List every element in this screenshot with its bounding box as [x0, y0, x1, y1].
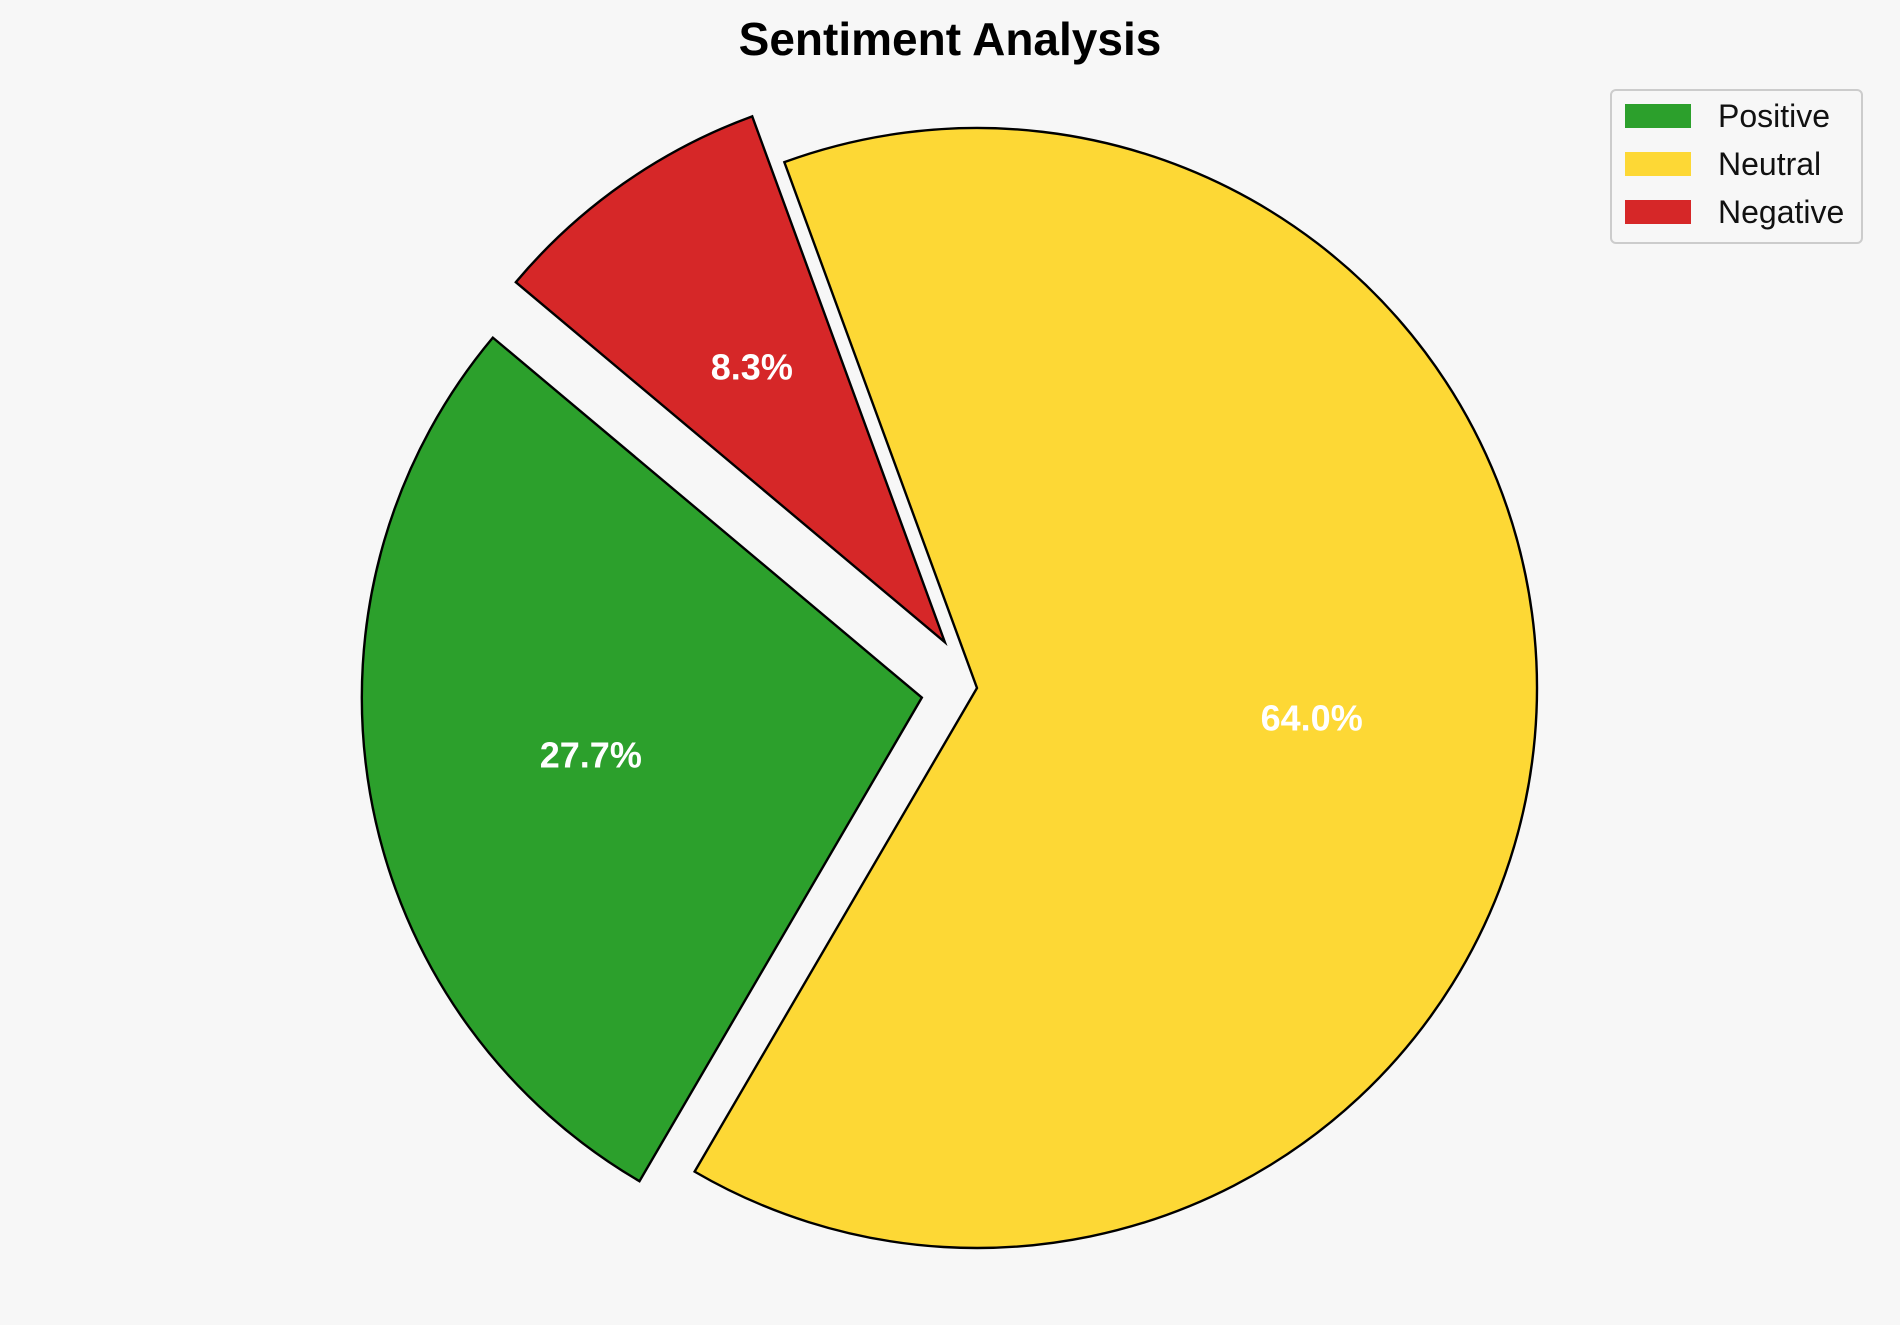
legend-label-positive: Positive — [1718, 98, 1830, 134]
legend-label-negative: Negative — [1718, 194, 1844, 230]
pie-slices — [360, 114, 1539, 1250]
legend-swatch-neutral — [1625, 152, 1691, 176]
pie-slice-positive — [360, 335, 924, 1183]
slice-label-negative: 8.3% — [711, 347, 793, 388]
legend-swatch-positive — [1625, 104, 1691, 128]
chart-title: Sentiment Analysis — [739, 13, 1162, 65]
slice-label-positive: 27.7% — [540, 735, 642, 776]
legend-label-neutral: Neutral — [1718, 146, 1821, 182]
legend: Positive Neutral Negative — [1610, 89, 1863, 244]
legend-swatch-negative — [1625, 200, 1691, 224]
slice-label-neutral: 64.0% — [1261, 697, 1363, 738]
pie-slice-neutral — [692, 126, 1539, 1250]
pie-labels: 27.7% 64.0% 8.3% — [540, 347, 1363, 776]
pie-slice-negative — [514, 114, 948, 646]
